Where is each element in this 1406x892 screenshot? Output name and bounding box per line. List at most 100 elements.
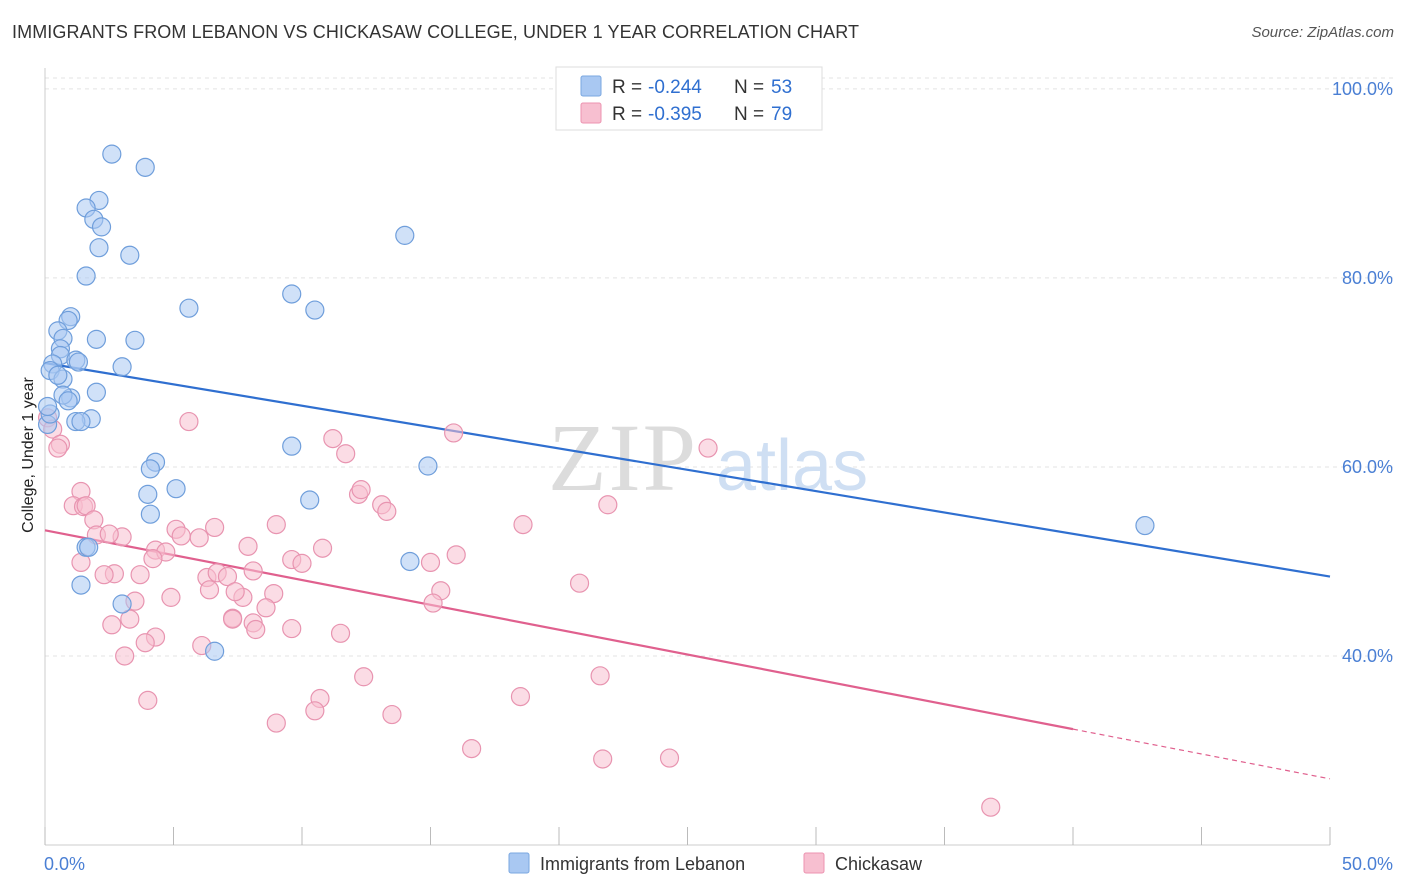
point-chickasaw bbox=[179, 411, 199, 432]
point-lebanon bbox=[112, 357, 132, 377]
point-chickasaw bbox=[305, 701, 325, 721]
watermark-zip: ZIP bbox=[548, 404, 698, 511]
point-chickasaw bbox=[115, 646, 135, 666]
x-tick-label-max: 50.0% bbox=[1342, 854, 1393, 874]
point-lebanon bbox=[138, 484, 158, 504]
legend-r-value-chickasaw: -0.395 bbox=[648, 104, 702, 125]
point-lebanon bbox=[86, 329, 107, 349]
point-chickasaw bbox=[446, 545, 466, 565]
point-lebanon bbox=[166, 479, 186, 499]
point-chickasaw bbox=[336, 444, 356, 464]
point-chickasaw bbox=[94, 565, 114, 585]
y-tick-label: 80.0% bbox=[1342, 268, 1393, 288]
legend-r-label-lebanon: R = bbox=[612, 77, 642, 98]
axes bbox=[44, 68, 1331, 846]
point-chickasaw bbox=[423, 593, 443, 613]
point-chickasaw bbox=[420, 552, 441, 573]
point-lebanon bbox=[135, 157, 155, 177]
point-chickasaw bbox=[223, 609, 243, 629]
point-lebanon bbox=[48, 365, 68, 385]
point-lebanon bbox=[305, 300, 325, 320]
point-chickasaw bbox=[120, 609, 140, 629]
point-chickasaw bbox=[189, 528, 209, 548]
point-lebanon bbox=[140, 459, 160, 479]
y-axis-label: College, Under 1 year bbox=[20, 377, 37, 533]
point-lebanon bbox=[71, 575, 91, 595]
point-chickasaw bbox=[698, 438, 718, 458]
point-chickasaw bbox=[143, 549, 163, 569]
point-lebanon bbox=[76, 266, 96, 286]
point-lebanon bbox=[400, 551, 420, 572]
legend-swatch-lebanon bbox=[580, 75, 602, 97]
y-tick-label: 40.0% bbox=[1342, 646, 1393, 666]
point-chickasaw bbox=[598, 495, 618, 515]
point-lebanon bbox=[79, 537, 99, 557]
x-tick-labels: 0.0% 50.0% bbox=[44, 854, 1393, 874]
point-lebanon bbox=[112, 594, 132, 614]
point-lebanon bbox=[282, 284, 302, 304]
x-tick-label-min: 0.0% bbox=[44, 854, 85, 874]
data-points bbox=[37, 144, 1155, 817]
point-chickasaw bbox=[292, 553, 312, 573]
trend-line-extension bbox=[1072, 728, 1331, 780]
point-chickasaw bbox=[138, 690, 158, 710]
bottom-legend-label-lebanon: Immigrants from Lebanon bbox=[540, 854, 745, 874]
point-lebanon bbox=[179, 298, 199, 318]
chart-source: Source: ZipAtlas.com bbox=[1251, 24, 1394, 41]
point-chickasaw bbox=[593, 749, 613, 769]
point-chickasaw bbox=[444, 423, 464, 443]
point-chickasaw bbox=[377, 501, 397, 521]
point-chickasaw bbox=[351, 480, 371, 500]
bottom-legend-label-chickasaw: Chickasaw bbox=[835, 854, 923, 874]
trend-line bbox=[44, 361, 1331, 578]
point-chickasaw bbox=[382, 704, 402, 725]
point-chickasaw bbox=[462, 738, 482, 759]
bottom-legend: Immigrants from Lebanon Chickasaw bbox=[508, 852, 923, 874]
watermark-atlas: atlas bbox=[716, 426, 868, 506]
point-lebanon bbox=[37, 396, 58, 417]
y-tick-label: 60.0% bbox=[1342, 457, 1393, 477]
point-chickasaw bbox=[266, 515, 286, 535]
point-lebanon bbox=[205, 641, 225, 661]
legend-r-value-lebanon: -0.244 bbox=[648, 77, 702, 98]
point-chickasaw bbox=[981, 797, 1001, 817]
point-chickasaw bbox=[238, 536, 258, 556]
point-chickasaw bbox=[266, 713, 286, 733]
point-chickasaw bbox=[225, 582, 245, 602]
point-lebanon bbox=[89, 238, 109, 258]
point-lebanon bbox=[68, 352, 89, 372]
point-chickasaw bbox=[48, 438, 68, 458]
point-chickasaw bbox=[569, 573, 590, 593]
watermark: ZIP atlas bbox=[548, 404, 868, 511]
point-chickasaw bbox=[659, 748, 680, 768]
legend-n-label-chickasaw: N = bbox=[734, 104, 764, 125]
legend-n-value-chickasaw: 79 bbox=[771, 104, 792, 125]
legend-swatch-chickasaw bbox=[580, 102, 602, 124]
chart-title: IMMIGRANTS FROM LEBANON VS CHICKASAW COL… bbox=[12, 22, 860, 42]
point-lebanon bbox=[91, 217, 112, 237]
bottom-legend-swatch-chickasaw bbox=[803, 852, 825, 874]
point-chickasaw bbox=[510, 687, 531, 707]
legend-n-label-lebanon: N = bbox=[734, 77, 764, 98]
point-chickasaw bbox=[130, 565, 150, 585]
point-chickasaw bbox=[513, 515, 533, 535]
point-chickasaw bbox=[354, 667, 374, 687]
legend-n-value-lebanon: 53 bbox=[771, 77, 792, 98]
point-lebanon bbox=[120, 245, 140, 265]
point-lebanon bbox=[102, 144, 122, 164]
point-lebanon bbox=[71, 411, 91, 432]
point-lebanon bbox=[86, 382, 107, 402]
point-chickasaw bbox=[330, 623, 351, 643]
point-lebanon bbox=[418, 456, 438, 476]
point-lebanon bbox=[282, 436, 302, 456]
point-chickasaw bbox=[161, 587, 181, 607]
point-lebanon bbox=[395, 225, 415, 245]
bottom-legend-swatch-lebanon bbox=[508, 852, 530, 874]
y-tick-label: 100.0% bbox=[1332, 79, 1393, 99]
y-tick-labels: 40.0% 60.0% 80.0% 100.0% bbox=[1332, 79, 1393, 666]
point-chickasaw bbox=[590, 666, 610, 686]
point-chickasaw bbox=[205, 517, 225, 538]
point-chickasaw bbox=[135, 633, 155, 653]
point-lebanon bbox=[125, 330, 145, 350]
